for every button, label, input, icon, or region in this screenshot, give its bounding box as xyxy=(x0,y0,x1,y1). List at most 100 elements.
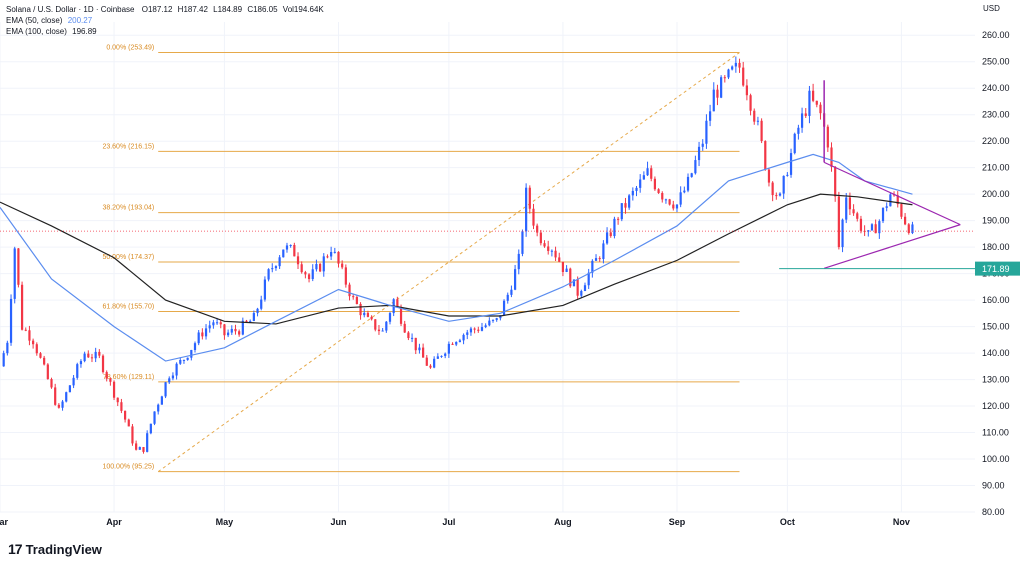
fib-level-label: 61.80% (155.70) xyxy=(102,303,154,310)
ema100-label: EMA (100, close) xyxy=(6,27,67,36)
triangle-upper-line xyxy=(823,161,961,226)
candle-body xyxy=(804,113,807,116)
candle-body xyxy=(267,269,270,280)
candle-body xyxy=(760,120,763,142)
candle-body xyxy=(260,299,263,309)
candle-body xyxy=(186,357,189,360)
ohlc-high-value: 187.42 xyxy=(183,5,208,14)
x-tick-label: Sep xyxy=(669,517,686,527)
candle-body xyxy=(771,182,774,196)
candle-body xyxy=(447,343,450,354)
candle-body xyxy=(300,264,303,273)
candle-body xyxy=(43,357,46,365)
candle-body xyxy=(429,365,432,368)
candle-body xyxy=(105,372,108,379)
ohlc-open-label: O xyxy=(141,5,148,14)
candle-body xyxy=(727,69,730,78)
ema50-value: 200.27 xyxy=(67,16,93,25)
candle-body xyxy=(274,266,278,269)
ema50-line xyxy=(0,153,913,362)
candle-body xyxy=(554,250,557,258)
y-tick-label: 230.00 xyxy=(982,110,1010,120)
candle-body xyxy=(418,347,421,351)
ohlc-open-value: 187.12 xyxy=(147,5,173,14)
ema100-line xyxy=(0,193,913,325)
candle-body xyxy=(852,209,855,214)
candle-body xyxy=(263,279,267,300)
candle-body xyxy=(469,328,473,333)
candle-body xyxy=(815,100,818,105)
candle-body xyxy=(68,385,72,393)
candle-body xyxy=(101,355,105,373)
candle-body xyxy=(311,269,314,280)
candle-body xyxy=(720,77,723,98)
fib-level-label: 50.00% (174.37) xyxy=(102,254,154,261)
candle-body xyxy=(686,176,690,191)
candle-body xyxy=(528,187,531,209)
candle-body xyxy=(315,264,318,270)
ohlc-low-value: 184.89 xyxy=(217,5,243,14)
candle-body xyxy=(451,343,454,345)
candle-body xyxy=(775,195,778,197)
candle-body xyxy=(646,168,649,176)
candle-body xyxy=(208,325,211,329)
y-tick-label: 220.00 xyxy=(982,136,1010,146)
y-tick-label: 120.00 xyxy=(982,401,1010,411)
candle-body xyxy=(326,256,329,258)
candle-body xyxy=(193,343,197,350)
candle-body xyxy=(219,322,222,325)
candle-body xyxy=(859,218,863,231)
x-tick-label: Jul xyxy=(442,517,455,527)
candle-body xyxy=(87,353,90,358)
candle-body xyxy=(609,232,612,237)
candle-body xyxy=(694,160,697,174)
candle-body xyxy=(521,231,524,254)
candle-body xyxy=(491,319,495,321)
candle-body xyxy=(572,279,576,287)
candle-body xyxy=(480,327,484,331)
candle-body xyxy=(160,396,163,405)
y-tick-label: 80.00 xyxy=(982,507,1005,517)
candle-body xyxy=(701,143,704,147)
candle-body xyxy=(620,203,623,220)
candle-body xyxy=(650,168,653,179)
candle-body xyxy=(153,411,156,424)
fib-level-label: 78.60% (129.11) xyxy=(103,374,154,381)
candle-body xyxy=(679,192,682,205)
candle-body xyxy=(381,330,384,332)
candle-body xyxy=(212,322,215,326)
x-tick-label: Aug xyxy=(554,517,572,527)
y-tick-label: 90.00 xyxy=(982,481,1005,491)
candle-body xyxy=(510,289,513,295)
candle-body xyxy=(782,175,785,194)
candle-body xyxy=(337,251,340,264)
candle-body xyxy=(436,356,439,359)
candle-body xyxy=(605,232,609,244)
candle-body xyxy=(403,323,406,333)
candle-body xyxy=(282,249,285,258)
candle-body xyxy=(374,319,377,330)
candle-body xyxy=(46,364,49,380)
candle-body xyxy=(841,219,844,248)
candle-body xyxy=(594,258,598,261)
candle-body xyxy=(6,342,9,354)
candle-body xyxy=(561,261,565,273)
candle-body xyxy=(359,304,362,316)
candle-body xyxy=(385,321,388,331)
candle-body xyxy=(756,120,760,122)
candle-body xyxy=(466,332,469,335)
candle-body xyxy=(488,320,491,326)
candle-body xyxy=(513,269,517,290)
x-tick-label: Apr xyxy=(106,517,122,527)
candle-body xyxy=(800,113,804,128)
candle-body xyxy=(708,111,712,121)
candle-body xyxy=(705,120,708,144)
candle-body xyxy=(227,332,230,336)
x-tick-label: Mar xyxy=(0,517,8,527)
candle-body xyxy=(502,300,506,316)
candle-body xyxy=(190,349,193,358)
candle-body xyxy=(812,90,815,101)
y-tick-label: 150.00 xyxy=(982,322,1010,332)
fib-level-label: 38.20% (193.04) xyxy=(102,205,154,212)
